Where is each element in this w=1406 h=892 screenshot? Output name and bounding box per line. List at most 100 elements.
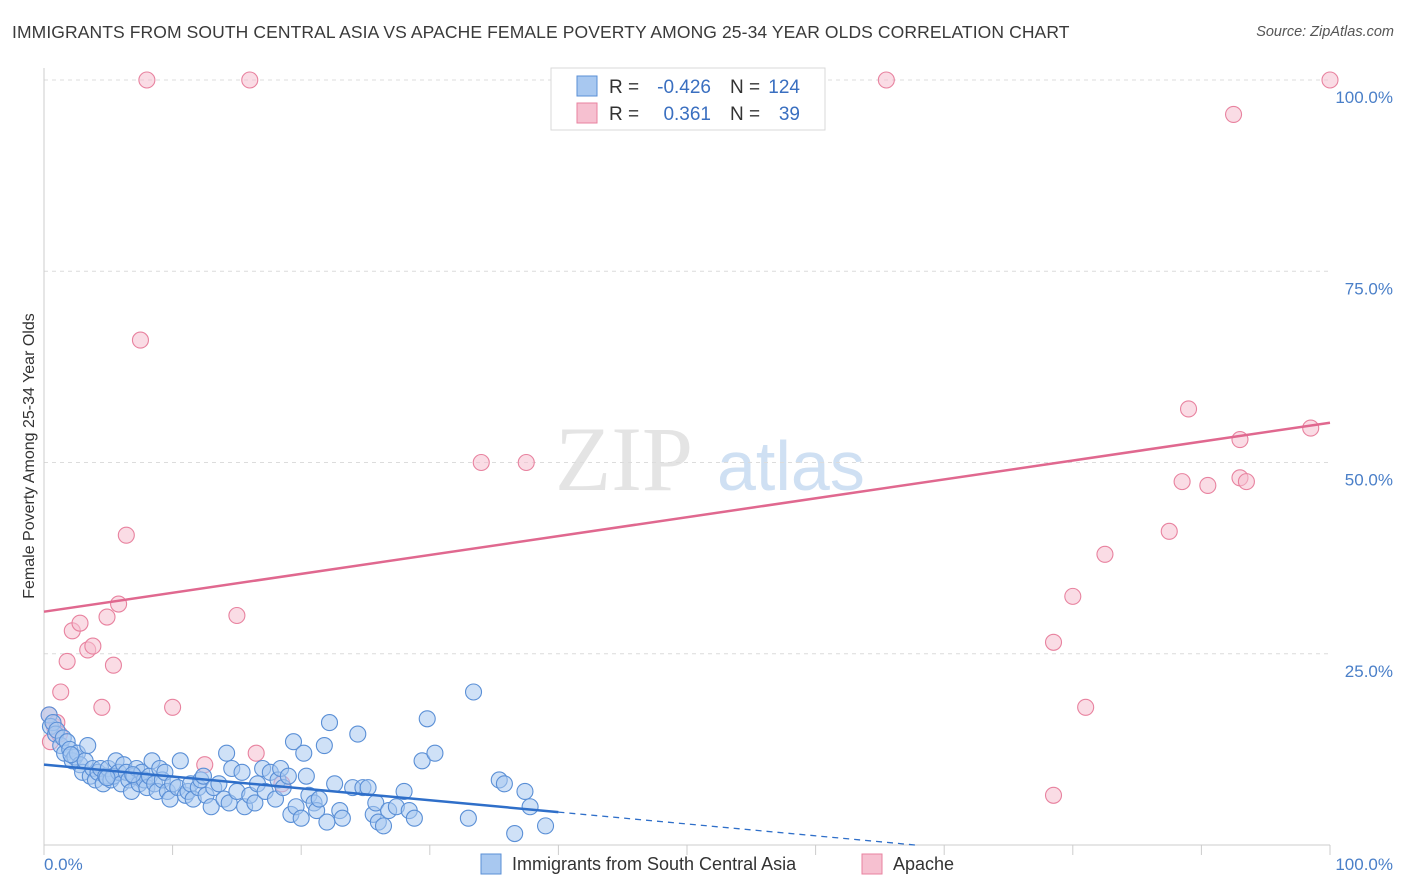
apache-point-11 [93,698,111,716]
legend-n-label-1: N = [730,77,760,98]
asia-point-60 [202,798,220,816]
apache-point-10 [84,637,102,655]
asia-trend-line [43,763,559,814]
asia-point-98 [349,725,367,743]
apache-point-8 [71,614,89,632]
apache-point-34 [1179,400,1198,418]
apache-point-26 [877,71,895,89]
legend-n-value-1: 124 [768,77,800,98]
apache-point-13 [104,656,122,674]
apache-point-31 [1096,545,1114,563]
asia-point-62 [210,775,228,793]
bottom-legend-apache: Apache [893,854,954,874]
x-tick-labels: 0.0% 100.0% [44,855,1393,874]
asia-point-111 [418,710,436,728]
apache-point-25 [517,453,535,472]
asia-point-120 [536,817,555,835]
apache-point-33 [1173,473,1191,491]
apache-point-35 [1199,476,1217,495]
source-label: Source: ZipAtlas.com [1256,24,1394,40]
asia-point-90 [310,790,328,808]
apache-point-16 [131,331,149,349]
asia-point-114 [464,683,483,701]
asia-point-104 [374,817,393,835]
apache-point-22 [247,744,265,762]
y-tick-label-3: 100.0% [1335,88,1393,107]
grid-lines [44,79,1330,655]
bottom-legend-asia: Immigrants from South Central Asia [512,854,797,874]
asia-point-64 [218,744,236,762]
top-legend: R = -0.426 N = 124 R = 0.361 N = 39 [550,67,826,131]
trend-lines [43,421,1331,846]
asia-point-85 [295,744,313,762]
y-tick-label-0: 25.0% [1345,662,1393,681]
asia-point-96 [333,809,351,827]
apache-point-39 [1237,473,1255,491]
bottom-legend-swatch-apache [861,853,883,875]
legend-n-label-2: N = [730,104,760,125]
apache-point-18 [164,698,182,716]
asia-point-93 [320,714,339,732]
asia-point-80 [279,767,297,785]
asia-point-117 [506,824,524,843]
bottom-legend-swatch-asia [480,853,502,875]
legend-r-value-2: 0.361 [663,104,711,125]
apache-point-29 [1064,587,1082,605]
y-tick-label-1: 50.0% [1345,471,1393,490]
asia-point-16 [79,736,97,755]
apache-point-17 [138,71,156,89]
asia-point-71 [246,794,264,812]
legend-swatch-pink [576,102,598,124]
y-axis-label: Female Poverty Among 25-34 Year Olds [21,313,38,599]
legend-r-label-2: R = [609,104,639,125]
apache-point-36 [1225,105,1243,123]
apache-point-32 [1160,522,1178,540]
asia-point-121 [62,746,80,764]
apache-trend-line [43,421,1331,613]
legend-r-value-1: -0.426 [657,77,711,98]
asia-point-82 [284,733,303,751]
apache-point-5 [52,683,70,701]
asia-point-113 [459,809,477,827]
chart-title: IMMIGRANTS FROM SOUTH CENTRAL ASIA VS AP… [12,22,1070,42]
asia-point-86 [297,767,315,785]
y-tick-label-2: 75.0% [1345,279,1393,298]
apache-point-40 [1302,419,1320,437]
apache-point-21 [241,71,259,89]
asia-point-51 [171,752,189,770]
apache-point-14 [110,595,128,613]
asia-point-92 [318,813,336,831]
asia-points [40,683,555,843]
asia-point-94 [326,775,344,793]
asia-point-107 [395,782,413,801]
asia-trend-line-extension [558,811,916,846]
apache-point-12 [98,608,116,626]
apache-point-15 [117,526,135,544]
asia-point-109 [405,809,423,827]
asia-point-112 [426,744,444,762]
bottom-legend: Immigrants from South Central Asia Apach… [480,853,954,875]
asia-point-84 [292,809,310,827]
apache-point-41 [1321,71,1339,89]
x-tick-label-1: 100.0% [1335,855,1393,874]
watermark-atlas: atlas [717,427,865,505]
asia-point-68 [233,763,251,781]
legend-swatch-blue [576,75,598,97]
asia-point-91 [315,736,333,755]
apache-point-6 [58,652,76,670]
apache-point-24 [472,453,490,472]
x-tick-label-0: 0.0% [44,855,83,874]
asia-point-119 [521,798,539,816]
apache-point-27 [1044,786,1063,804]
apache-point-28 [1044,633,1063,651]
asia-point-116 [495,775,513,793]
legend-r-label-1: R = [609,77,639,98]
y-tick-labels: 25.0% 50.0% 75.0% 100.0% [1335,88,1393,681]
watermark-zip: ZIP [555,408,693,510]
apache-point-30 [1077,698,1095,716]
asia-point-118 [516,782,534,801]
asia-point-110 [413,752,431,770]
apache-point-20 [228,606,246,625]
legend-n-value-2: 39 [779,104,800,125]
